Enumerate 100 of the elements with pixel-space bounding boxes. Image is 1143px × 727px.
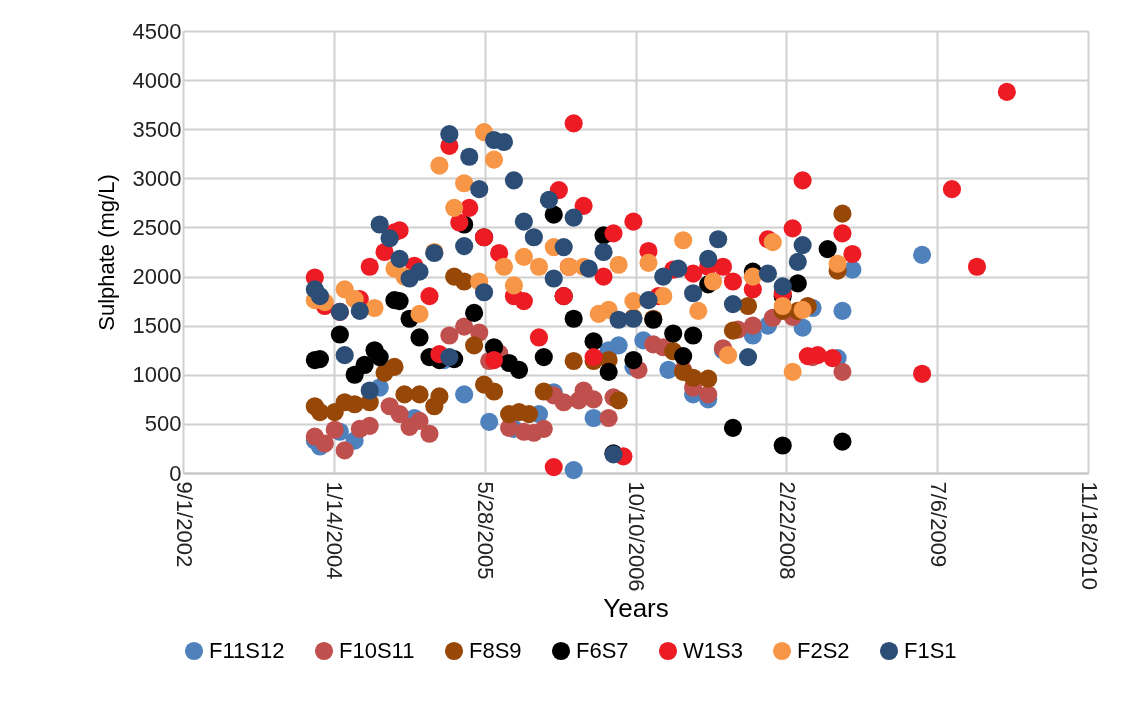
point [330, 325, 349, 344]
point [509, 360, 529, 379]
x-tick-label: 5/28/2005 [473, 481, 499, 580]
point [818, 239, 837, 259]
point [738, 296, 758, 316]
point [674, 231, 693, 250]
point [584, 348, 603, 367]
point [788, 274, 807, 293]
point [564, 208, 583, 227]
legend-label: F11S12 [209, 638, 285, 663]
point [684, 264, 703, 283]
point [455, 272, 474, 291]
point [440, 326, 459, 345]
point [350, 301, 369, 320]
point [639, 291, 658, 310]
point [310, 403, 330, 422]
point [534, 382, 553, 401]
point [315, 434, 334, 453]
point [967, 257, 987, 276]
y-tick-label: 3500 [132, 116, 182, 142]
point [410, 385, 429, 404]
point [355, 355, 374, 375]
x-tick-label: 2/22/2008 [774, 481, 800, 580]
point [410, 304, 429, 323]
point [828, 254, 847, 273]
legend-label: F1S1 [904, 638, 957, 663]
point [504, 171, 524, 190]
point [609, 255, 628, 274]
point [738, 348, 758, 367]
point [544, 458, 563, 477]
point [470, 180, 489, 199]
point [445, 198, 464, 217]
x-tick-label: 11/18/2010 [1076, 481, 1102, 590]
point [455, 174, 474, 193]
point [674, 347, 693, 366]
point [913, 245, 932, 265]
point [554, 393, 573, 412]
point [833, 204, 852, 223]
point [380, 229, 399, 248]
point [594, 267, 613, 286]
point [639, 253, 658, 272]
point [703, 272, 723, 291]
point [654, 267, 673, 286]
y-tick-label: 2000 [132, 264, 182, 290]
point [788, 252, 807, 271]
point [594, 242, 613, 262]
point [773, 296, 792, 316]
point [410, 411, 429, 431]
legend-label: W1S3 [683, 638, 743, 663]
point [624, 212, 643, 231]
point [390, 405, 409, 424]
point [823, 349, 842, 368]
point [360, 416, 379, 435]
point [410, 328, 429, 347]
point [504, 276, 524, 295]
point [783, 219, 802, 238]
point [430, 387, 449, 406]
point [773, 277, 792, 296]
point [554, 238, 573, 257]
point [465, 336, 484, 355]
point [494, 257, 514, 276]
point [365, 298, 384, 318]
point [440, 348, 459, 367]
point [529, 328, 549, 347]
point [743, 316, 762, 335]
point [604, 224, 623, 243]
point [450, 213, 469, 232]
point [460, 198, 479, 217]
point [684, 326, 703, 345]
x-axis-title: Years [603, 592, 669, 623]
point [719, 346, 738, 365]
point [579, 259, 598, 278]
point [584, 332, 603, 351]
point [534, 419, 553, 438]
point [699, 249, 718, 268]
point [793, 171, 812, 190]
point [833, 224, 852, 243]
point [599, 408, 618, 428]
y-tick-label: 500 [144, 411, 182, 437]
point [514, 292, 533, 311]
point [763, 233, 782, 252]
point [484, 350, 504, 370]
point [723, 418, 743, 437]
point [564, 351, 583, 371]
point [574, 196, 593, 215]
point [474, 283, 494, 302]
point [484, 382, 504, 401]
point [699, 385, 718, 404]
point [335, 346, 354, 365]
point [564, 114, 583, 133]
point [942, 180, 962, 199]
point [460, 147, 479, 166]
point [310, 287, 330, 306]
point [793, 300, 812, 320]
point [544, 205, 563, 224]
point [455, 317, 474, 336]
point [420, 424, 439, 443]
point [360, 257, 379, 276]
point [833, 362, 852, 381]
x-tick-label: 9/1/2002 [171, 481, 197, 568]
